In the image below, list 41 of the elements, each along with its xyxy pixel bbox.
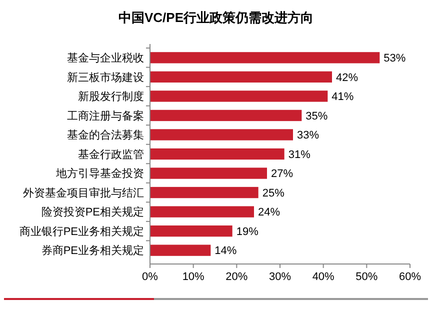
x-tick-label: 40% xyxy=(312,271,335,283)
y-tick-label: 工商注册与备案 xyxy=(67,109,144,122)
data-label: 24% xyxy=(258,206,280,219)
y-tick-label: 基金行政监管 xyxy=(78,148,144,161)
y-tick-label: 新股发行制度 xyxy=(78,90,144,104)
data-label: 25% xyxy=(262,187,285,200)
x-tick-label: 0% xyxy=(142,271,158,283)
data-label: 33% xyxy=(297,130,320,142)
bar xyxy=(150,244,211,256)
x-tick-label: 20% xyxy=(226,271,248,283)
x-tick-label: 60% xyxy=(398,271,422,283)
data-label: 31% xyxy=(288,148,311,161)
x-tick-label: 10% xyxy=(182,271,205,283)
chart-title: 中国VC/PE行业政策仍需改进方向 xyxy=(118,10,314,25)
x-tick-label: 50% xyxy=(356,271,378,283)
y-tick-label: 基金与企业税收 xyxy=(67,52,144,65)
y-tick-label: 险资投资PE相关规定 xyxy=(41,206,144,219)
data-label: 42% xyxy=(336,72,358,84)
bar xyxy=(150,206,254,218)
y-tick-label: 外资基金项目审批与结汇 xyxy=(23,186,144,200)
data-label: 27% xyxy=(271,168,294,180)
bar xyxy=(150,52,380,64)
data-label: 53% xyxy=(384,52,406,65)
y-tick-label: 基金的合法募集 xyxy=(67,128,144,142)
x-tick-label: 30% xyxy=(268,271,292,283)
data-label: 35% xyxy=(306,110,328,122)
bar xyxy=(150,71,332,83)
y-tick-label: 地方引导基金投资 xyxy=(55,167,144,180)
bar xyxy=(150,225,232,237)
bar xyxy=(150,129,293,140)
data-label: 41% xyxy=(332,91,354,104)
bar xyxy=(150,90,328,102)
bar xyxy=(150,186,258,198)
bar xyxy=(150,168,267,179)
data-label: 14% xyxy=(214,245,237,258)
bar xyxy=(150,110,302,122)
y-tick-label: 商业银行PE业务相关规定 xyxy=(19,224,144,238)
y-tick-label: 新三板市场建设 xyxy=(67,70,144,84)
bar xyxy=(150,148,284,160)
data-label: 19% xyxy=(236,226,259,238)
y-tick-label: 券商PE业务相关规定 xyxy=(41,244,144,258)
